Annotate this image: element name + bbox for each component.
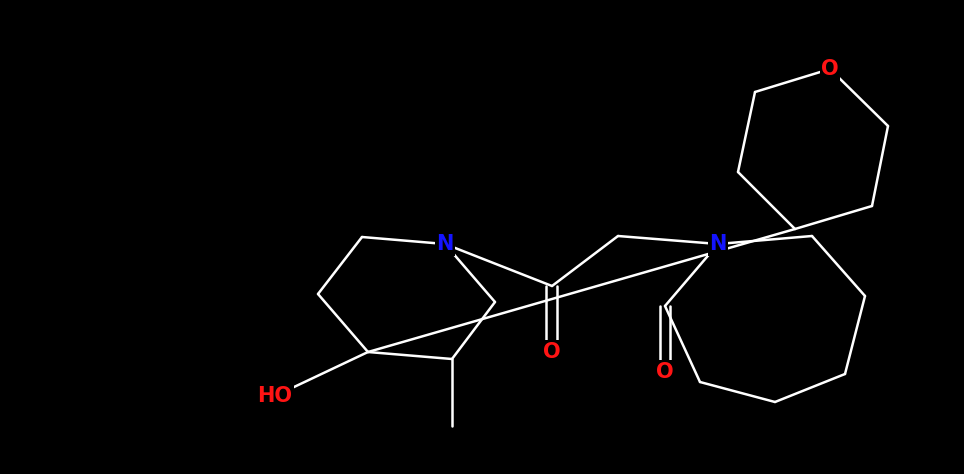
- Text: O: O: [656, 362, 674, 382]
- Text: N: N: [437, 234, 454, 254]
- Text: O: O: [821, 59, 839, 79]
- Text: N: N: [710, 234, 727, 254]
- Text: O: O: [543, 342, 561, 362]
- Text: HO: HO: [257, 386, 292, 406]
